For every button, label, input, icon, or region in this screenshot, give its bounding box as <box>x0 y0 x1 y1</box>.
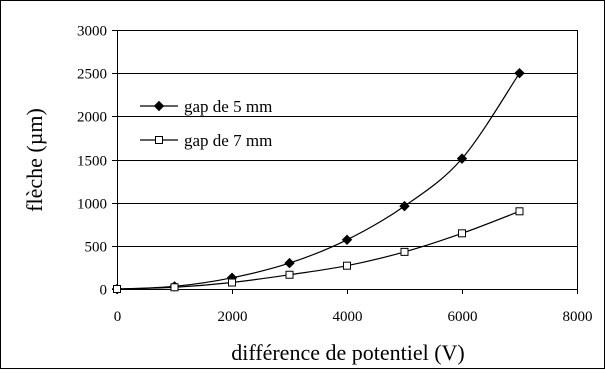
y-tick-label-2000: 2000 <box>77 110 107 126</box>
axes: 0 500 1000 1500 2000 2500 3000 0 2000 4000 6000 800… <box>77 24 593 326</box>
data-point-s2-3000 <box>285 270 294 279</box>
data-point-s1-3000 <box>284 257 295 269</box>
legend-label-1: gap de 5 mm <box>184 97 272 116</box>
legend-marker-2 <box>155 136 163 144</box>
y-tick-label-500: 500 <box>85 240 108 256</box>
x-tick-label-6000: 6000 <box>448 309 478 325</box>
y-axis-title: flèche (µm) <box>22 108 47 212</box>
data-point-s1-7000 <box>514 67 525 79</box>
x-tick-label-0: 0 <box>114 309 122 325</box>
y-tick-label-3000: 3000 <box>77 24 107 40</box>
x-axis-title: différence de potentiel (V) <box>231 340 465 365</box>
data-point-s1-5000 <box>399 200 410 212</box>
legend: gap de 5 mm gap de 7 mm <box>140 97 272 150</box>
grid-lines <box>117 73 577 247</box>
y-tick-label-1000: 1000 <box>77 197 107 213</box>
series-line-2 <box>116 210 520 290</box>
data-point-s2-5000 <box>400 247 409 256</box>
data-point-s2-7000 <box>515 207 524 216</box>
y-tick-label-1500: 1500 <box>77 154 107 170</box>
legend-marker-1 <box>153 100 165 112</box>
x-tick-label-2000: 2000 <box>218 309 248 325</box>
x-tick-label-4000: 4000 <box>333 309 363 325</box>
series <box>111 67 525 295</box>
y-tick-label-2500: 2500 <box>77 67 107 83</box>
data-point-s2-2000 <box>228 278 236 287</box>
data-point-s2-1000 <box>170 283 179 292</box>
data-point-s1-6000 <box>456 153 468 164</box>
data-point-s1-4000 <box>341 234 353 245</box>
y-tick-label-0: 0 <box>100 283 108 299</box>
legend-label-2: gap de 7 mm <box>184 131 272 150</box>
data-point-s2-4000 <box>343 261 351 270</box>
data-point-s2-0 <box>113 285 121 293</box>
x-tick-label-8000: 8000 <box>563 309 593 325</box>
data-point-s2-6000 <box>458 229 466 238</box>
